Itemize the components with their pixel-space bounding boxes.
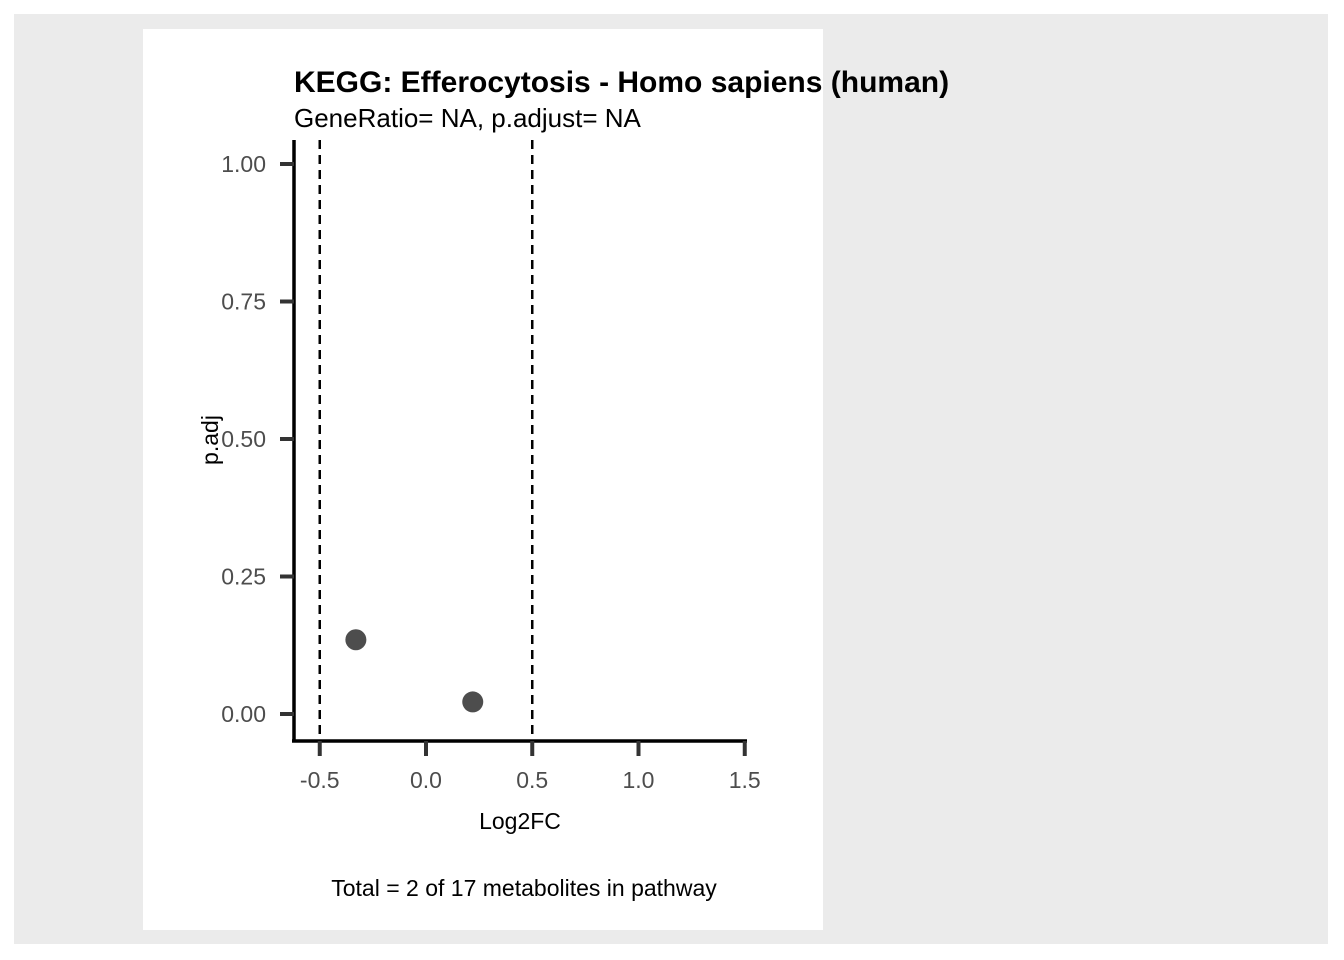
x-tick-label: 0.5 bbox=[516, 767, 548, 793]
y-axis-title: p.adj bbox=[197, 415, 223, 465]
chart-title: KEGG: Efferocytosis - Homo sapiens (huma… bbox=[294, 66, 949, 99]
y-tick-label: 1.00 bbox=[221, 151, 266, 177]
x-tick-label: 1.5 bbox=[729, 767, 761, 793]
chart-subtitle: GeneRatio= NA, p.adjust= NA bbox=[294, 103, 642, 133]
x-tick-label: 0.0 bbox=[410, 767, 442, 793]
data-point bbox=[462, 691, 484, 713]
y-tick-label: 0.00 bbox=[221, 701, 266, 727]
data-point bbox=[345, 629, 367, 651]
data-points bbox=[345, 629, 484, 713]
x-ticks: -0.5 0.0 0.5 1.0 1.5 bbox=[300, 741, 761, 793]
chart-caption: Total = 2 of 17 metabolites in pathway bbox=[331, 875, 717, 901]
threshold-lines bbox=[318, 140, 534, 741]
y-tick-label: 0.50 bbox=[221, 426, 266, 452]
y-ticks: 0.00 0.25 0.50 0.75 1.00 bbox=[221, 151, 294, 727]
y-tick-label: 0.25 bbox=[221, 564, 266, 590]
x-tick-label: 1.0 bbox=[623, 767, 655, 793]
y-tick-label: 0.75 bbox=[221, 289, 266, 315]
plot-panel bbox=[143, 29, 823, 930]
x-axis-title: Log2FC bbox=[479, 808, 561, 834]
x-tick-label: -0.5 bbox=[300, 767, 340, 793]
